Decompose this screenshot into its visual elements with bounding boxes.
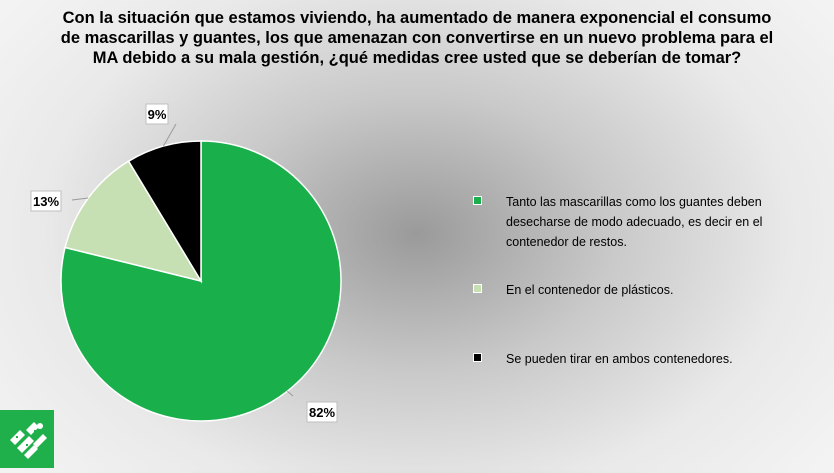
hands-logo-icon xyxy=(10,422,47,459)
leader-line xyxy=(71,197,89,201)
pie-slice-ambos xyxy=(127,140,202,284)
legend-swatch xyxy=(473,196,482,205)
logo xyxy=(0,410,54,468)
leader-line xyxy=(162,123,177,147)
data-label-box xyxy=(30,190,62,212)
pie-slice-plasticos xyxy=(64,160,203,283)
data-label-restos: 82% xyxy=(306,401,338,423)
leader-line xyxy=(287,390,294,397)
legend-swatch xyxy=(473,353,482,362)
legend-label: En el contenedor de plásticos. xyxy=(506,283,674,297)
legend-swatch xyxy=(473,284,482,293)
legend-label: Tanto las mascarillas como los guantes d… xyxy=(506,195,763,249)
data-label-box xyxy=(306,401,338,423)
legend-item-restos: Tanto las mascarillas como los guantes d… xyxy=(473,192,796,252)
legend-item-plasticos: En el contenedor de plásticos. xyxy=(473,280,796,300)
data-label-text: 13% xyxy=(33,194,59,209)
chart-title: Con la situación que estamos viviendo, h… xyxy=(60,9,774,67)
legend-label: Se pueden tirar en ambos contenedores. xyxy=(506,352,733,366)
data-label-box xyxy=(145,103,169,125)
data-label-text: 9% xyxy=(148,107,167,122)
data-label-plasticos: 13% xyxy=(30,190,62,212)
legend-item-ambos: Se pueden tirar en ambos contenedores. xyxy=(473,349,796,369)
data-label-ambos: 9% xyxy=(145,103,169,125)
data-label-text: 82% xyxy=(309,405,335,420)
